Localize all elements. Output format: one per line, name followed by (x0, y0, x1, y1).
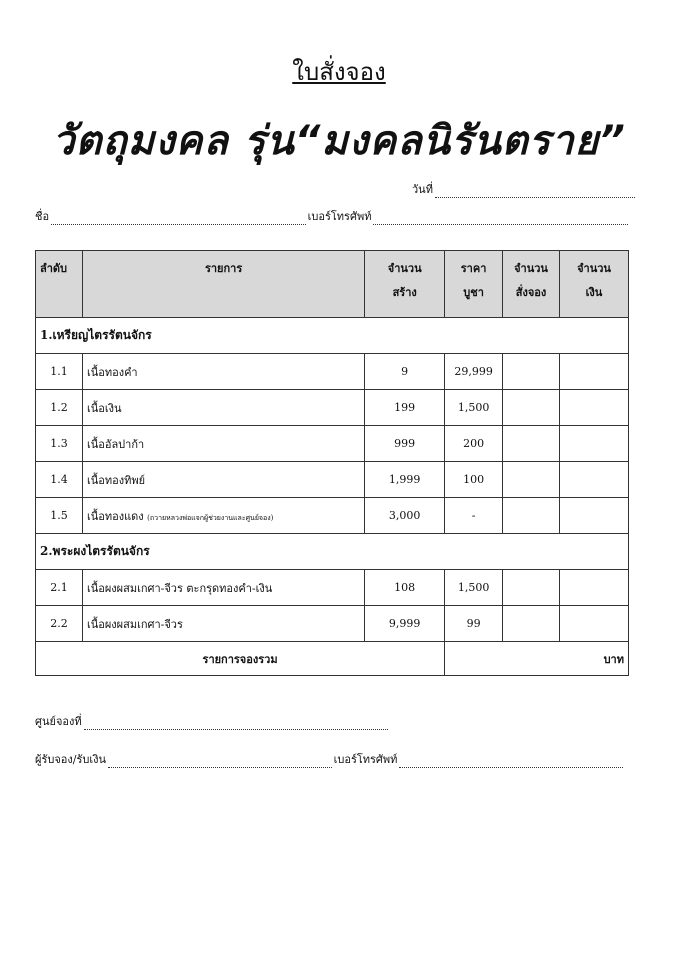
name-label: ชื่อ (35, 210, 50, 223)
table-row: 1.3 เนื้ออัลปาก้า 999 200 (35, 425, 629, 462)
header-line: สร้าง (392, 286, 417, 299)
order-quantity-input[interactable] (502, 425, 561, 462)
header-line: บูชา (463, 286, 484, 299)
header-line: เงิน (585, 286, 603, 299)
header-line: จำนวน (514, 262, 548, 275)
date-label: วันที่ (412, 183, 433, 196)
item-name: เนื้ออัลปาก้า (81, 425, 366, 462)
header-line: ราคา (460, 262, 487, 275)
column-header: รายการ (81, 250, 366, 318)
item-name: เนื้อเงิน (81, 389, 366, 426)
price: 1,500 (444, 389, 504, 426)
section-row: 2.พระผงไตรรัตนจักร (35, 533, 629, 570)
quantity-made: 3,000 (364, 497, 446, 534)
order-quantity-input[interactable] (502, 389, 561, 426)
phone-field[interactable] (373, 214, 629, 225)
price: 100 (444, 461, 504, 498)
amount-input[interactable] (559, 461, 629, 498)
amount-input[interactable] (559, 389, 629, 426)
column-header: จำนวนเงิน (559, 250, 629, 318)
total-row: รายการจองรวม บาท (34, 641, 629, 676)
quantity-made: 1,999 (364, 461, 446, 498)
amount-input[interactable] (559, 497, 629, 534)
order-table: ลำดับ รายการ จำนวน สร้าง ราคา บูชา จำนวน สั่งจอ… (34, 250, 629, 676)
item-label: เนื้อทองทิพย์ (86, 473, 146, 487)
item-name: เนื้อทองคำ (81, 353, 366, 390)
table-row: 1.2 เนื้อเงิน 199 1,500 (35, 389, 629, 426)
phone-label: เบอร์โทรศัพท์ (307, 210, 372, 223)
receiver-phone-field[interactable] (399, 757, 624, 768)
order-quantity-input[interactable] (502, 353, 561, 390)
section-title: 1.เหรียญไตรรัตนจักร (35, 317, 629, 354)
price: 29,999 (444, 353, 504, 390)
item-name: เนื้อทองแดง (ถวายหลวงพ่อแจกผู้ช่วยงานและ… (81, 497, 366, 534)
column-header: ราคาบูชา (444, 250, 504, 318)
quantity-made: 199 (364, 389, 446, 426)
item-name: เนื้อผงผสมเกศา-จีวร ตะกรุดทองคำ-เงิน (81, 569, 366, 606)
total-amount[interactable]: บาท (444, 641, 629, 676)
item-label: เนื้ออัลปาก้า (86, 437, 145, 451)
quantity-made: 108 (364, 569, 446, 606)
price: 99 (444, 605, 504, 642)
name-field[interactable] (51, 214, 306, 225)
column-header: จำนวนสร้าง (364, 250, 446, 318)
quantity-made: 999 (364, 425, 446, 462)
section-row: 1.เหรียญไตรรัตนจักร (35, 317, 629, 354)
item-number: 1.2 (35, 389, 83, 426)
date-field[interactable]: วันที่ (412, 180, 637, 198)
header-line: รายการ (204, 262, 243, 275)
quantity-made: 9,999 (364, 605, 446, 642)
name-phone-line: ชื่อ เบอร์โทรศัพท์ (35, 207, 630, 225)
table-row: 2.2 เนื้อผงผสมเกศา-จีวร 9,999 99 (35, 605, 629, 642)
amount-input[interactable] (559, 425, 629, 462)
item-number: 2.1 (35, 569, 83, 606)
table-row: 1.1 เนื้อทองคำ 9 29,999 (35, 353, 629, 390)
item-number: 1.5 (35, 497, 83, 534)
header-line: จำนวน (387, 262, 422, 275)
header-line: ลำดับ (40, 262, 68, 275)
price: 200 (444, 425, 504, 462)
item-label: เนื้อเงิน (86, 401, 122, 415)
table-row: 1.5 เนื้อทองแดง (ถวายหลวงพ่อแจกผู้ช่วยงาน… (35, 497, 629, 534)
receiver-field[interactable] (108, 757, 332, 768)
receiver-line: ผู้รับจอง/รับเงิน เบอร์โทรศัพท์ (35, 750, 625, 768)
item-label: เนื้อทองแดง (86, 509, 144, 523)
item-name: เนื้อทองทิพย์ (81, 461, 366, 498)
item-name: เนื้อผงผสมเกศา-จีวร (81, 605, 366, 642)
order-quantity-input[interactable] (502, 569, 561, 606)
item-number: 1.4 (35, 461, 83, 498)
table-row: 2.1 เนื้อผงผสมเกศา-จีวร ตะกรุดทองคำ-เงิน 1… (35, 569, 629, 606)
form-subtitle: วัตถุมงคล รุ่น“มงคลนิรันตราย” (52, 118, 626, 164)
order-quantity-input[interactable] (502, 497, 561, 534)
quantity-made: 9 (364, 353, 446, 390)
item-number: 2.2 (35, 605, 83, 642)
receiver-label: ผู้รับจอง/รับเงิน (35, 753, 107, 766)
amount-input[interactable] (559, 569, 629, 606)
receiver-phone-label: เบอร์โทรศัพท์ (333, 753, 398, 766)
item-number: 1.3 (35, 425, 83, 462)
item-label: เนื้อผงผสมเกศา-จีวร (86, 617, 183, 631)
table-row: 1.4 เนื้อทองทิพย์ 1,999 100 (35, 461, 629, 498)
price: 1,500 (444, 569, 504, 606)
item-number: 1.1 (35, 353, 83, 390)
header-line: จำนวน (577, 262, 611, 275)
item-label: เนื้อผงผสมเกศา-จีวร ตะกรุดทองคำ-เงิน (86, 581, 273, 595)
center-field[interactable]: ศูนย์จองที่ (35, 712, 390, 730)
item-note: (ถวายหลวงพ่อแจกผู้ช่วยงานและศูนย์จอง) (147, 513, 274, 522)
amount-input[interactable] (559, 605, 629, 642)
column-header: ลำดับ (35, 250, 83, 318)
price: - (444, 497, 504, 534)
header-line: สั่งจอง (515, 286, 547, 299)
order-quantity-input[interactable] (502, 461, 561, 498)
total-label: รายการจองรวม (34, 641, 446, 676)
amount-input[interactable] (559, 353, 629, 390)
form-title: ใบสั่งจอง (292, 58, 386, 86)
column-header: จำนวนสั่งจอง (502, 250, 561, 318)
order-quantity-input[interactable] (502, 605, 561, 642)
section-title: 2.พระผงไตรรัตนจักร (35, 533, 629, 570)
center-label: ศูนย์จองที่ (35, 715, 82, 728)
item-label: เนื้อทองคำ (86, 365, 138, 379)
